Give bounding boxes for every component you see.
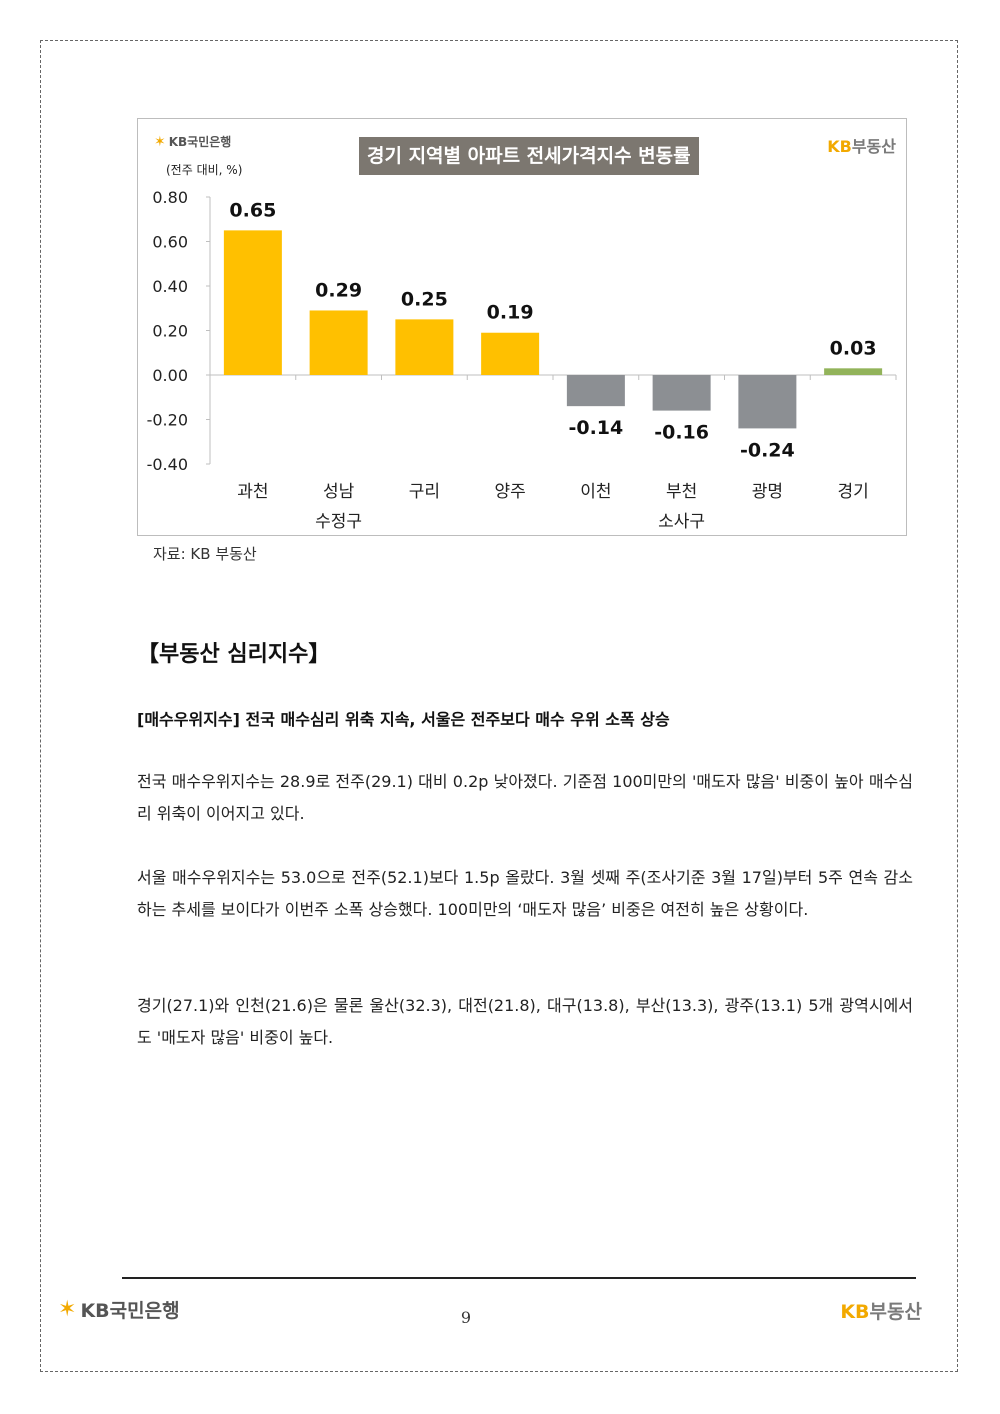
page-number: 9	[460, 1308, 472, 1327]
chart-title: 경기 지역별 아파트 전세가격지수 변동률	[359, 137, 699, 175]
page-frame	[40, 40, 958, 1372]
bar-chart: 0.80 0.60 0.40 0.20 0.00 -0.20 -0.40 0.65 과천 0.29…	[147, 188, 897, 532]
chart-source: 자료: KB 부동산	[153, 545, 257, 563]
section-title: 【부동산 심리지수】	[137, 642, 331, 667]
x-tick-label: 부천	[666, 482, 697, 502]
y-tick-label: 0.40	[152, 277, 188, 296]
kb-bank-logo: ✶ KB국민은행	[154, 133, 231, 150]
x-tick-label: 경기	[837, 482, 868, 502]
x-tick-label: 과천	[237, 482, 268, 502]
section-subhead: [매수우위지수] 전국 매수심리 위축 지속, 서울은 전주보다 매수 우위 소…	[137, 710, 670, 729]
x-tick-label: 소사구	[658, 512, 705, 532]
bar	[824, 368, 883, 375]
bar	[652, 375, 711, 411]
y-tick-label: 0.20	[152, 322, 188, 341]
kb-realestate-logo: KB부동산	[827, 133, 896, 157]
y-tick-label: 0.80	[152, 188, 188, 207]
kb-bank-logo-text: KB국민은행	[168, 135, 232, 149]
data-label: 0.65	[229, 199, 276, 221]
data-label: -0.24	[740, 439, 795, 461]
kb-star-icon: ✶	[154, 133, 166, 150]
data-label: 0.03	[830, 337, 877, 359]
x-tick-label: 양주	[494, 482, 525, 502]
footer-kb-realestate-logo: KB부동산	[840, 1297, 922, 1324]
paragraph-2: 서울 매수우위지수는 53.0으로 전주(52.1)보다 1.5p 올랐다. 3…	[137, 868, 913, 919]
bar	[309, 310, 368, 375]
paragraph-1: 전국 매수우위지수는 28.9로 전주(29.1) 대비 0.2p 낮아졌다. …	[137, 772, 913, 823]
x-tick-label: 구리	[409, 482, 440, 502]
y-tick-label: 0.00	[152, 366, 188, 385]
bar	[566, 375, 625, 407]
footer-realestate-brand-text: 부동산	[869, 1301, 922, 1323]
footer-kb-brand-text: KB	[840, 1301, 870, 1323]
bar	[481, 332, 540, 375]
data-label: -0.14	[568, 417, 623, 439]
y-tick-label: 0.60	[152, 233, 188, 252]
x-tick-label: 이천	[580, 482, 611, 502]
paragraph-3: 경기(27.1)와 인천(21.6)은 물론 울산(32.3), 대전(21.8…	[137, 996, 913, 1047]
data-label: 0.19	[487, 302, 534, 324]
y-tick-label: -0.40	[147, 455, 188, 474]
data-label: -0.16	[654, 422, 709, 444]
footer-divider	[122, 1277, 916, 1279]
footer-kb-bank-logo: ✶ KB국민은행	[58, 1296, 180, 1323]
data-label: 0.29	[315, 279, 362, 301]
x-tick-label: 광명	[752, 482, 783, 502]
realestate-brand-text: 부동산	[851, 137, 896, 156]
x-tick-label: 수정구	[315, 512, 362, 532]
bar	[223, 230, 282, 375]
y-tick-label: -0.20	[147, 411, 188, 430]
chart-container: ✶ KB국민은행 (전주 대비, %) 경기 지역별 아파트 전세가격지수 변동…	[137, 118, 907, 536]
footer-kb-bank-logo-text: KB국민은행	[80, 1300, 180, 1322]
data-label: 0.25	[401, 288, 448, 310]
bar	[395, 319, 454, 375]
bar	[738, 375, 797, 429]
x-tick-label: 성남	[323, 482, 355, 502]
chart-unit-label: (전주 대비, %)	[166, 163, 243, 177]
kb-brand-text: KB	[827, 137, 852, 156]
kb-star-icon: ✶	[58, 1297, 77, 1322]
